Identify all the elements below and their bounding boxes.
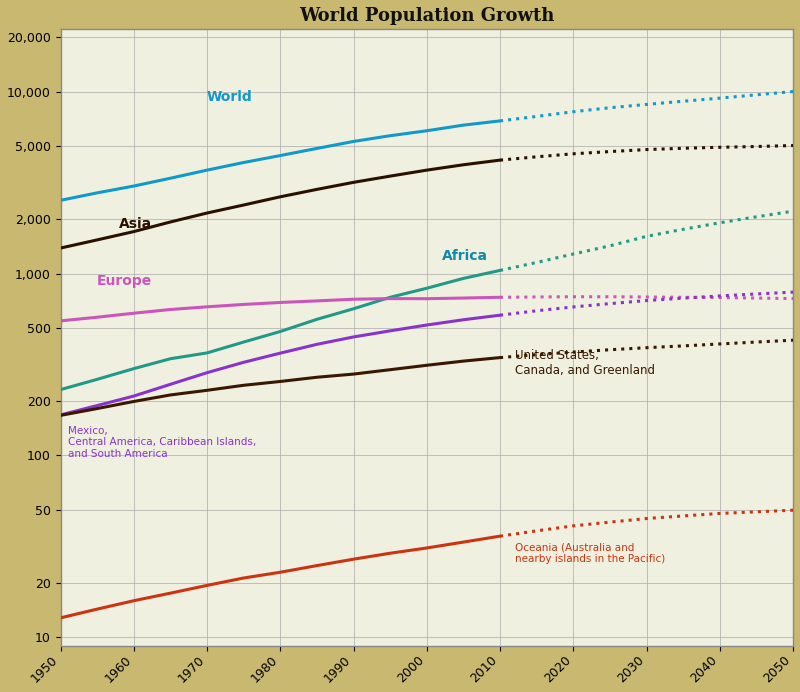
Text: Europe: Europe	[97, 273, 153, 287]
Text: Oceania (Australia and
nearby islands in the Pacific): Oceania (Australia and nearby islands in…	[514, 543, 665, 564]
Text: Mexico,
Central America, Caribbean Islands,
and South America: Mexico, Central America, Caribbean Islan…	[68, 426, 256, 459]
Title: World Population Growth: World Population Growth	[299, 7, 554, 25]
Text: Asia: Asia	[119, 217, 152, 231]
Text: United States,
Canada, and Greenland: United States, Canada, and Greenland	[514, 349, 654, 377]
Text: Africa: Africa	[442, 249, 487, 264]
Text: World: World	[207, 91, 253, 104]
